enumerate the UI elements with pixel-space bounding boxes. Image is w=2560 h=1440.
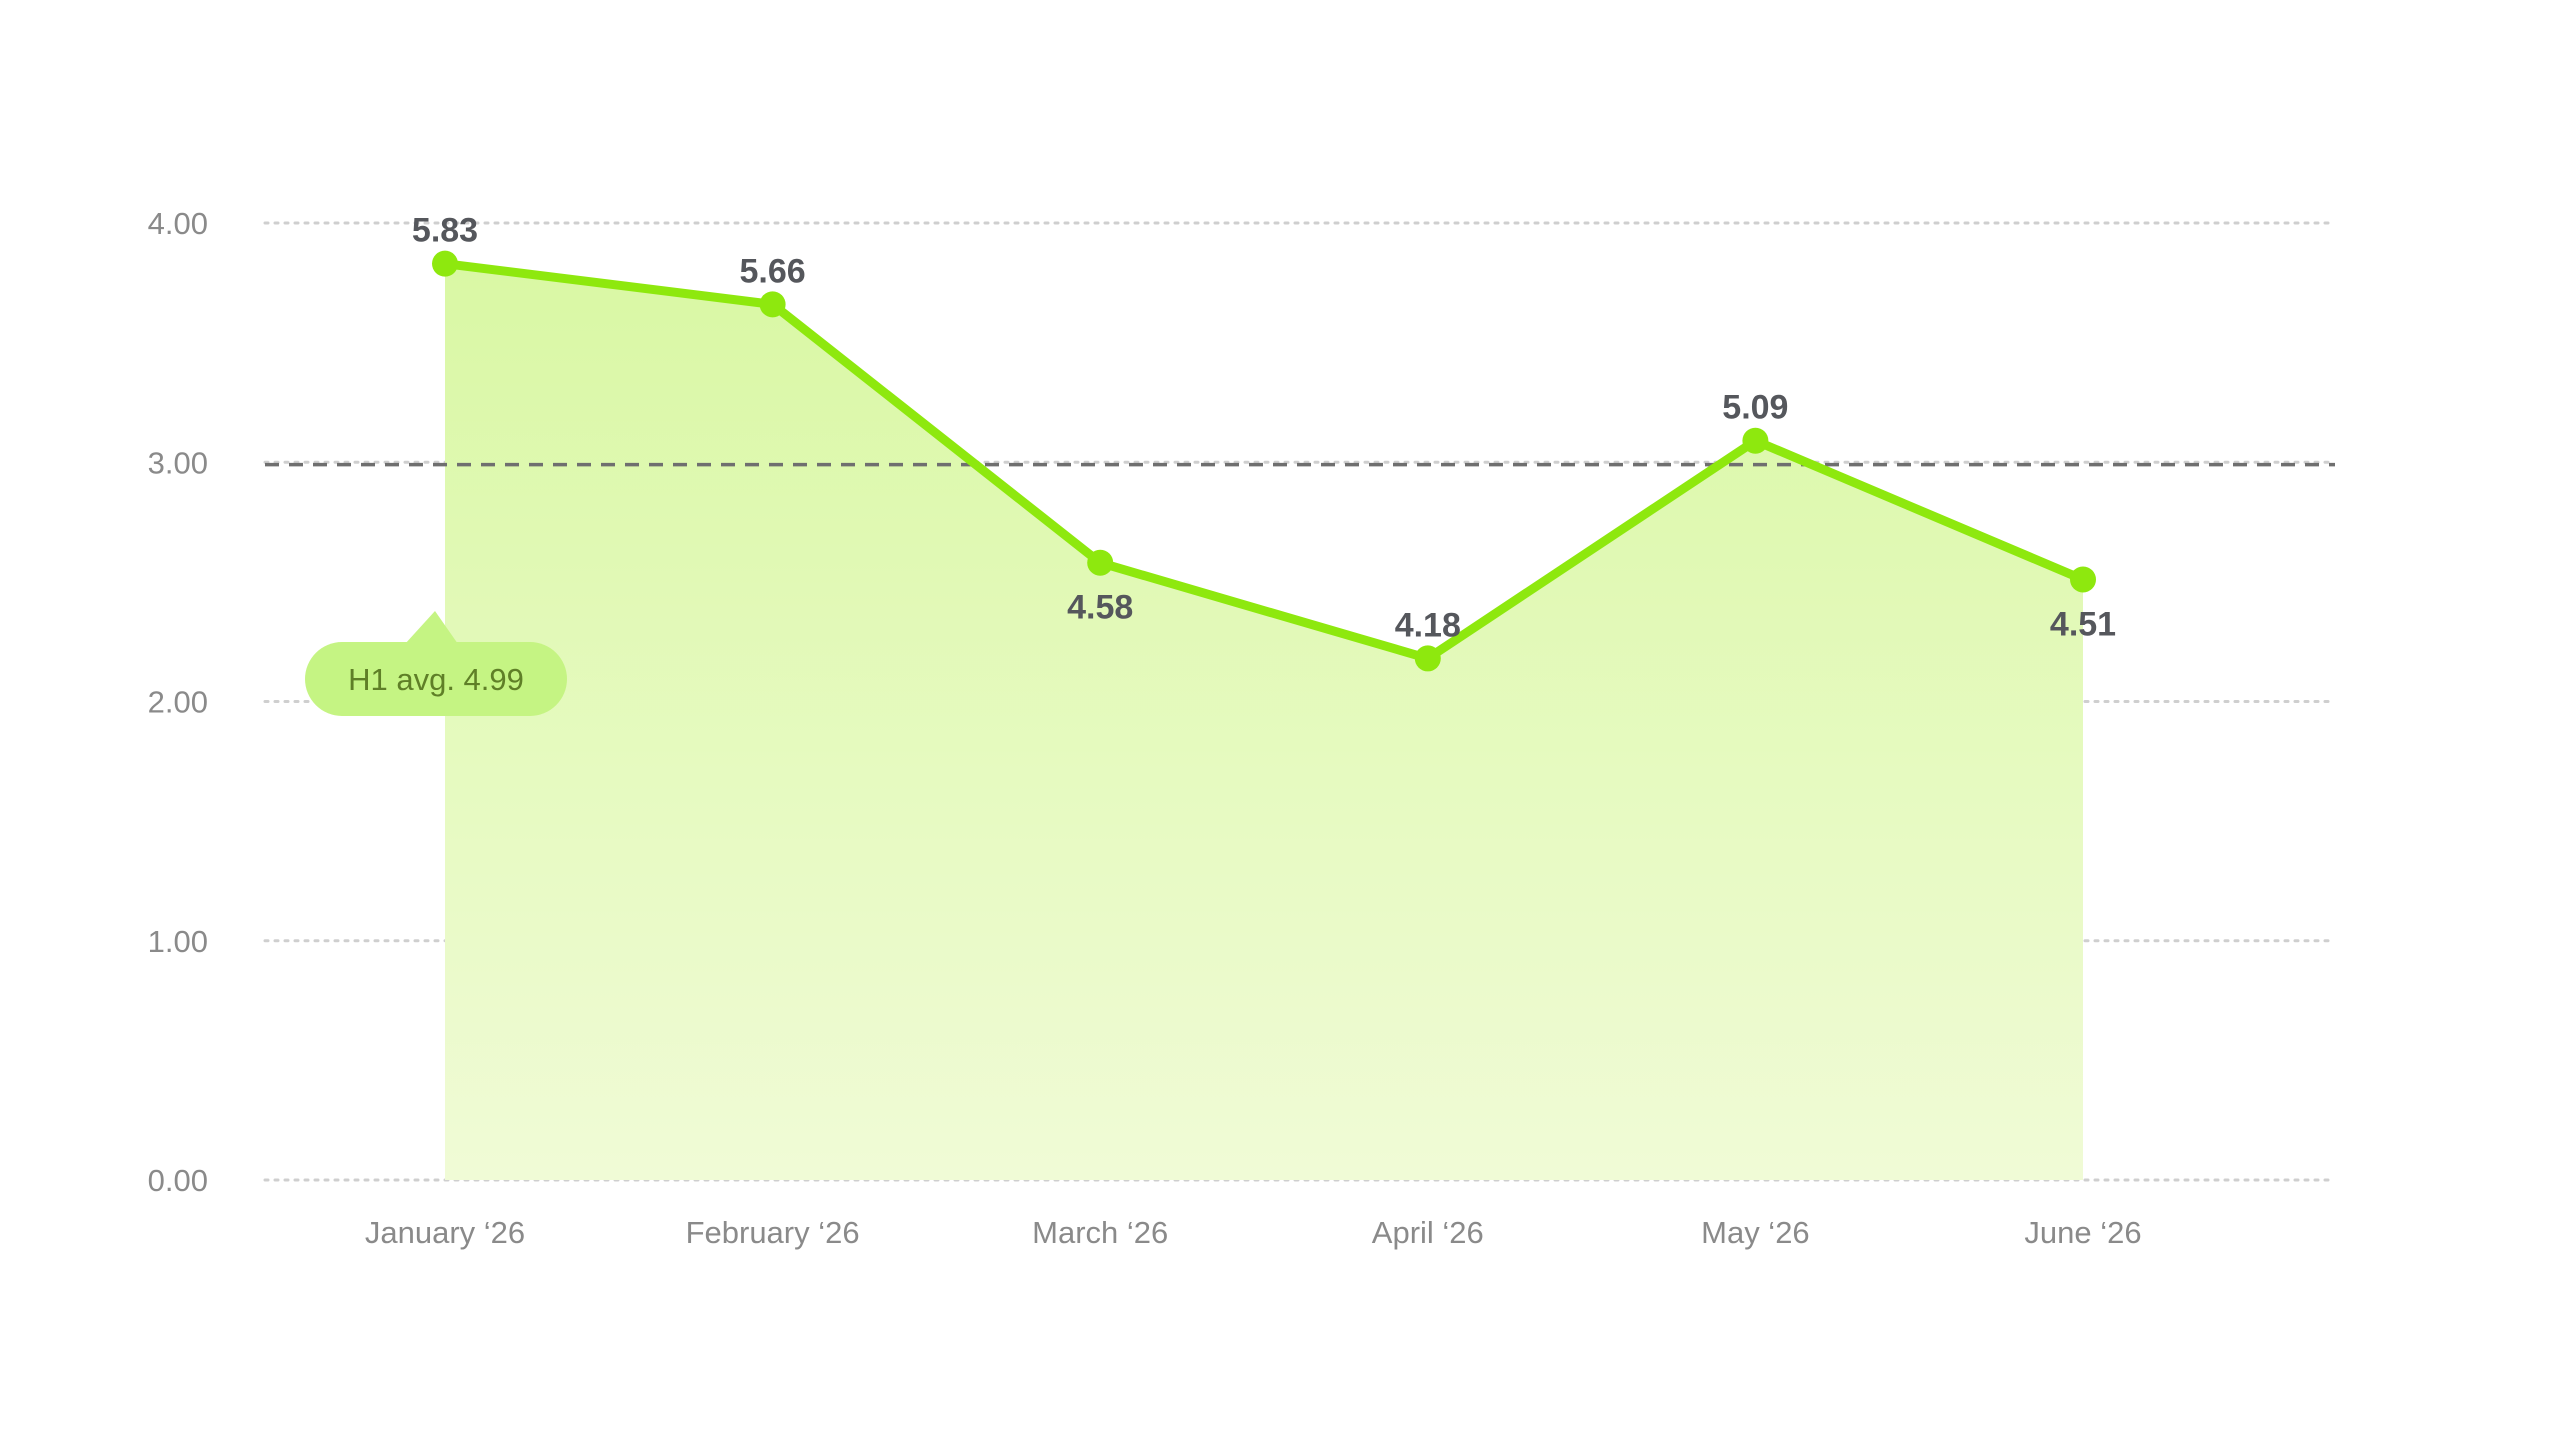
average-badge-label: H1 avg. 4.99 (348, 662, 524, 697)
area-fill-shape (445, 263, 2083, 1180)
data-point (432, 250, 458, 277)
data-point (1414, 645, 1441, 672)
x-axis-ticks: January ‘26 February ‘26 March ‘26 April ‘2… (365, 1215, 2142, 1250)
x-tick-label: March ‘26 (1032, 1215, 1168, 1250)
data-point (759, 291, 786, 318)
x-tick-label: June ‘26 (2024, 1215, 2141, 1250)
x-tick-label: April ‘26 (1372, 1215, 1484, 1250)
data-point (1087, 549, 1114, 576)
y-tick-label: 1.00 (148, 924, 208, 959)
area-fill (445, 263, 2083, 1180)
data-labels: 5.83 5.66 4.58 4.18 5.09 4.51 (412, 212, 2116, 645)
average-reference: H1 avg. 4.99 (265, 462, 2335, 716)
x-tick-label: January ‘26 (365, 1215, 525, 1250)
data-point (2070, 566, 2096, 593)
x-tick-label: February ‘26 (686, 1215, 860, 1250)
data-label: 4.18 (1395, 606, 1461, 644)
series-line (440, 259, 2088, 663)
y-tick-label: 0.00 (148, 1163, 208, 1198)
average-badge-pointer (405, 611, 458, 644)
y-tick-label: 3.00 (148, 445, 208, 480)
series-line-path (440, 259, 2088, 663)
data-label: 5.83 (412, 212, 478, 250)
data-points (432, 250, 2096, 672)
data-label: 5.09 (1722, 389, 1788, 427)
y-tick-label: 4.00 (148, 206, 208, 241)
x-tick-label: May ‘26 (1701, 1215, 1810, 1250)
data-point (1742, 427, 1769, 454)
average-badge (305, 642, 567, 716)
y-tick-label: 2.00 (148, 685, 208, 720)
y-axis-ticks: 0.00 1.00 2.00 3.00 4.00 (148, 206, 208, 1198)
data-label: 4.51 (2050, 605, 2116, 643)
data-label: 4.58 (1067, 589, 1133, 627)
data-label: 5.66 (740, 252, 806, 290)
